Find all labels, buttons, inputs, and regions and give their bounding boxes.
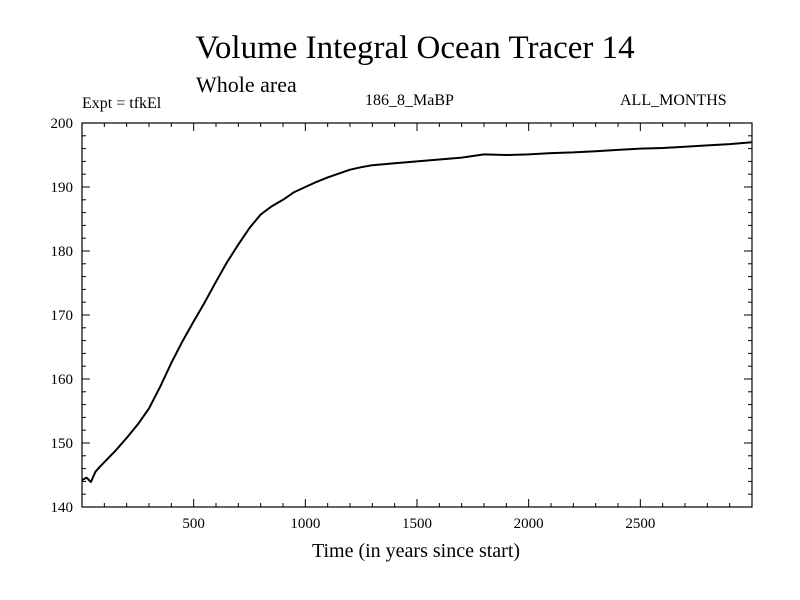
axis-ticks — [82, 123, 752, 507]
plot-frame — [81, 122, 753, 508]
x-tick-label: 500 — [182, 516, 205, 532]
x-tick-label: 1000 — [290, 516, 320, 532]
y-tick-label: 180 — [51, 244, 74, 260]
chart-subtitle: Whole area — [196, 72, 297, 97]
y-tick-label: 160 — [51, 372, 74, 388]
x-tick-label: 2500 — [625, 516, 655, 532]
run-label: 186_8_MaBP — [365, 92, 454, 109]
y-tick-label: 190 — [51, 180, 74, 196]
experiment-label: Expt = tfkEl — [82, 95, 162, 112]
y-tick-label: 170 — [51, 308, 74, 324]
chart-title: Volume Integral Ocean Tracer 14 — [195, 30, 635, 66]
tick-labels: 500 1000 1500 2000 2500 140 150 160 170 180 190 200 — [51, 116, 656, 532]
x-tick-label: 1500 — [402, 516, 432, 532]
series-line — [81, 141, 753, 483]
x-axis-label: Time (in years since start) — [311, 540, 521, 562]
y-tick-label: 150 — [51, 436, 74, 452]
x-tick-label: 2000 — [514, 516, 544, 532]
y-tick-label: 200 — [51, 116, 74, 132]
y-tick-label: 140 — [51, 500, 74, 516]
season-label: ALL_MONTHS — [620, 92, 727, 109]
